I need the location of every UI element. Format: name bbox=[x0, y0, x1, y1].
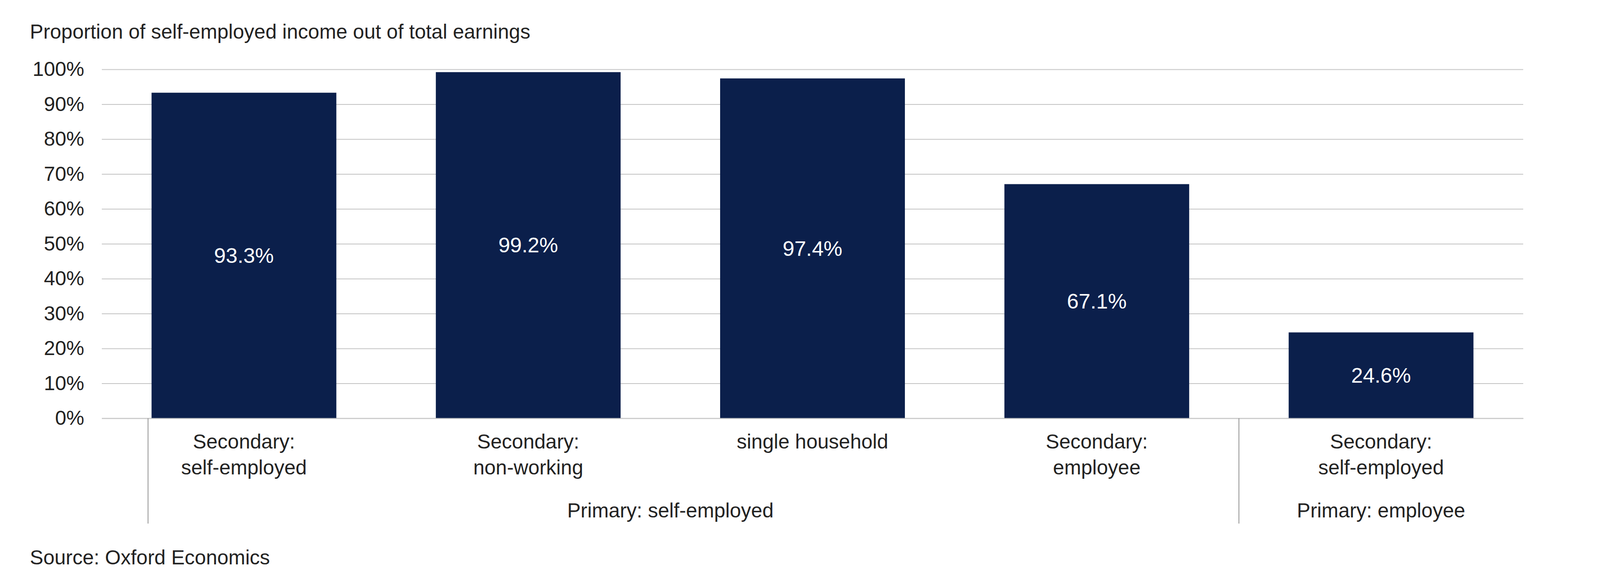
bar bbox=[1288, 332, 1474, 419]
x-tick: single household bbox=[736, 418, 889, 453]
bars bbox=[151, 71, 1474, 419]
y-tick-label: 90% bbox=[43, 92, 85, 116]
x-axis-line bbox=[102, 418, 1524, 420]
group-separator bbox=[1238, 418, 1240, 524]
y-tick-label: 100% bbox=[32, 57, 85, 81]
y-tick-label: 80% bbox=[43, 127, 85, 151]
y-tick-label: 10% bbox=[43, 371, 85, 395]
x-tick-label: Secondary:self-employed bbox=[181, 430, 307, 480]
x-tick: Secondary:self-employed bbox=[1318, 418, 1444, 479]
x-tick-label: Secondary:employee bbox=[1045, 430, 1148, 480]
x-tick-label: Secondary:self-employed bbox=[1318, 430, 1444, 480]
x-tick-label: Secondary:non-working bbox=[473, 430, 584, 480]
x-tick-label: single household bbox=[736, 430, 889, 453]
y-tick-label: 20% bbox=[43, 336, 85, 360]
group-separator bbox=[147, 418, 149, 524]
data-label: 67.1% bbox=[1066, 289, 1127, 313]
y-tick: 100% bbox=[32, 57, 1524, 81]
y-tick-label: 0% bbox=[55, 406, 85, 430]
y-axis: 0% 10% 20% 30% 40% 50% 60% 70% 80% 90% 100% bbox=[32, 57, 1524, 430]
x-tick: Secondary:self-employed bbox=[181, 418, 307, 479]
x-group-label: Primary: employee bbox=[1296, 498, 1465, 522]
x-axis: Secondary:self-employed Secondary:non-wor… bbox=[102, 418, 1524, 479]
data-label: 93.3% bbox=[214, 243, 274, 268]
chart: Proportion of self-employed income out o… bbox=[0, 0, 1600, 585]
data-label: 99.2% bbox=[498, 233, 559, 257]
y-tick-label: 50% bbox=[43, 232, 85, 255]
grid-line bbox=[101, 69, 1524, 71]
y-tick-label: 60% bbox=[43, 197, 85, 220]
bar bbox=[720, 78, 905, 419]
data-label: 24.6% bbox=[1351, 363, 1411, 388]
y-tick-label: 40% bbox=[43, 266, 85, 290]
y-tick-label: 30% bbox=[43, 301, 85, 325]
data-labels: 93.3% 99.2% 97.4% 67.1% 24.6% bbox=[214, 233, 1411, 388]
x-tick: Secondary:employee bbox=[1045, 418, 1148, 479]
x-tick: Secondary:non-working bbox=[473, 418, 584, 479]
grid-line bbox=[101, 418, 1524, 420]
title: Proportion of self-employed income out o… bbox=[29, 20, 531, 44]
x-group-label: Primary: self-employed bbox=[566, 498, 774, 522]
source: Source: Oxford Economics bbox=[29, 545, 270, 569]
x-groups: Primary: self-employed Primary: employee bbox=[147, 418, 1465, 524]
y-axis-line bbox=[102, 69, 1524, 419]
data-label: 97.4% bbox=[782, 236, 843, 261]
bar bbox=[1004, 184, 1190, 419]
bar bbox=[151, 92, 337, 419]
bar bbox=[435, 71, 621, 419]
y-tick-label: 70% bbox=[43, 162, 85, 186]
